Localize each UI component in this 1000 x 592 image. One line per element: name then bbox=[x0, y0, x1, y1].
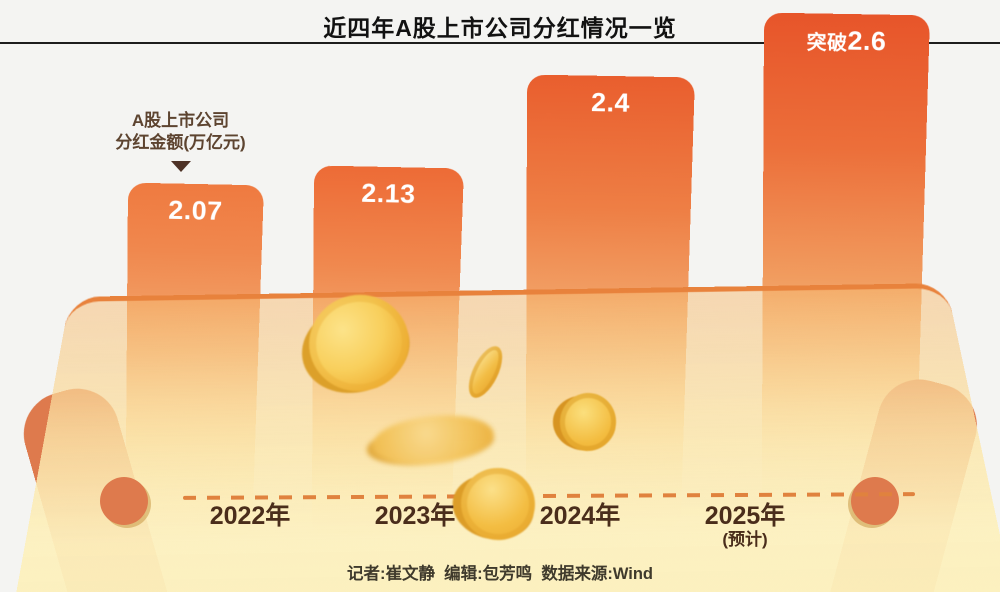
x-label-year: 2025年 bbox=[704, 502, 786, 530]
bar-value: 2.13 bbox=[361, 178, 416, 209]
gold-coin-small bbox=[549, 389, 620, 455]
x-label-2025: 2025年 (预计) bbox=[660, 502, 830, 549]
header-divider bbox=[0, 42, 1000, 44]
credits-line: 记者:崔文静 编辑:包芳鸣 数据来源:Wind bbox=[347, 565, 653, 583]
x-label-2022: 2022年 bbox=[165, 502, 335, 531]
envelope-notch-left bbox=[100, 477, 148, 525]
red-envelope-front bbox=[0, 283, 1000, 592]
x-label-year: 2022年 bbox=[209, 502, 291, 530]
x-label-2023: 2023年 bbox=[330, 502, 500, 531]
y-axis-note-line2: 分红金额(万亿元) bbox=[115, 133, 246, 153]
x-label-sub: (预计) bbox=[722, 529, 768, 549]
bar-value: 2.4 bbox=[590, 87, 631, 118]
bar-value-prefix: 突破 bbox=[806, 32, 848, 55]
x-label-year: 2024年 bbox=[539, 502, 621, 530]
bar-value: 2.07 bbox=[168, 195, 223, 226]
bar-value-label: 2.4 bbox=[527, 86, 695, 119]
page-title: 近四年A股上市公司分红情况一览 bbox=[323, 15, 677, 41]
bar-value-label: 突破2.6 bbox=[764, 24, 930, 57]
bar-value: 2.6 bbox=[847, 25, 887, 57]
envelope-notch-right bbox=[851, 477, 899, 525]
x-label-year: 2023年 bbox=[374, 502, 456, 530]
y-axis-note-line1: A股上市公司 bbox=[131, 111, 230, 130]
x-label-2024: 2024年 bbox=[495, 502, 665, 531]
y-axis-note: A股上市公司 分红金额(万亿元) bbox=[88, 110, 273, 173]
bar-value-label: 2.07 bbox=[128, 194, 264, 227]
arrow-down-icon bbox=[170, 161, 191, 173]
bar-value-label: 2.13 bbox=[314, 177, 464, 210]
